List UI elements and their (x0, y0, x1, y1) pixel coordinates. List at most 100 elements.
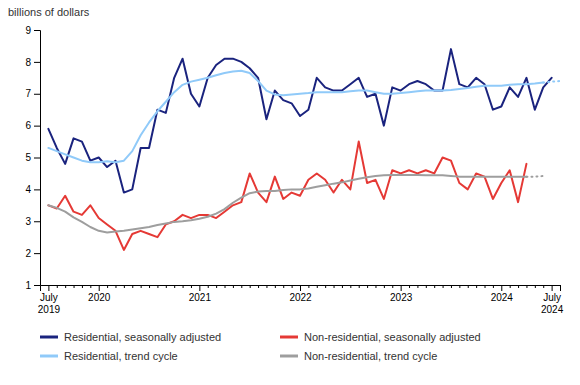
y-tick-label: 8 (25, 57, 31, 68)
x-minor-tick-mark (233, 285, 234, 288)
x-minor-tick-mark (325, 285, 326, 288)
y-tick-mark (34, 30, 40, 31)
x-minor-tick-mark (510, 285, 511, 288)
x-tick (233, 285, 234, 288)
x-minor-tick-mark (166, 285, 167, 288)
legend-swatch (280, 355, 298, 358)
x-tick (191, 285, 192, 288)
x-tick-label: July2024 (541, 292, 564, 315)
x-tick (535, 285, 536, 288)
x-tick-label: July2019 (38, 292, 61, 315)
y-axis-label: billions of dollars (8, 6, 90, 18)
x-tick: 2020 (88, 285, 111, 303)
y-tick-mark (34, 253, 40, 254)
x-tick (208, 285, 209, 288)
x-minor-tick-mark (342, 285, 343, 288)
x-minor-tick-mark (459, 285, 460, 288)
x-minor-tick-mark (174, 285, 175, 288)
x-minor-tick-mark (292, 285, 293, 288)
x-minor-tick-mark (359, 285, 360, 288)
legend-item: Residential, seasonally adjusted (40, 331, 221, 343)
x-tick (493, 285, 494, 288)
x-minor-tick-mark (266, 285, 267, 288)
x-tick (74, 285, 75, 288)
x-minor-tick-mark (132, 285, 133, 288)
y-tick: 4 (25, 184, 40, 195)
x-minor-tick-mark (90, 285, 91, 288)
x-tick-label: 2023 (390, 292, 413, 303)
y-tick: 7 (25, 88, 40, 99)
x-tick (166, 285, 167, 288)
x-tick (510, 285, 511, 288)
x-tick (225, 285, 226, 288)
y-tick-mark (34, 189, 40, 190)
x-tick (90, 285, 91, 288)
x-minor-tick-mark (149, 285, 150, 288)
x-minor-tick-mark (443, 285, 444, 288)
x-tick (183, 285, 184, 288)
y-tick-label: 1 (25, 280, 31, 291)
x-minor-tick-mark (241, 285, 242, 288)
x-tick-mark (48, 285, 49, 291)
y-tick-label: 9 (25, 25, 31, 36)
y-tick-mark (34, 221, 40, 222)
x-tick (384, 285, 385, 288)
x-tick (266, 285, 267, 288)
x-tick (560, 285, 561, 288)
x-tick-mark (501, 285, 502, 291)
x-minor-tick-mark (275, 285, 276, 288)
y-tick: 1 (25, 280, 40, 291)
x-minor-tick-mark (308, 285, 309, 288)
x-minor-tick-mark (82, 285, 83, 288)
x-minor-tick-mark (526, 285, 527, 288)
legend-swatch (280, 336, 298, 339)
x-tick (132, 285, 133, 288)
x-minor-tick-mark (384, 285, 385, 288)
x-tick (283, 285, 284, 288)
x-minor-tick-mark (141, 285, 142, 288)
x-tick (367, 285, 368, 288)
x-tick (241, 285, 242, 288)
y-tick-label: 3 (25, 216, 31, 227)
x-tick: 2023 (390, 285, 413, 303)
x-minor-tick-mark (518, 285, 519, 288)
x-minor-tick-mark (216, 285, 217, 288)
x-tick-mark (300, 285, 301, 291)
x-tick (107, 285, 108, 288)
legend-item: Non-residential, trend cycle (280, 350, 437, 362)
x-minor-tick-mark (74, 285, 75, 288)
x-tick (317, 285, 318, 288)
y-tick: 6 (25, 120, 40, 131)
x-minor-tick-mark (334, 285, 335, 288)
y-tick: 9 (25, 25, 40, 36)
x-minor-tick-mark (57, 285, 58, 288)
x-minor-tick-mark (65, 285, 66, 288)
x-minor-tick-mark (225, 285, 226, 288)
series-line (48, 142, 526, 250)
x-minor-tick-mark (426, 285, 427, 288)
y-tick: 8 (25, 57, 40, 68)
x-tick: July2019 (38, 285, 61, 315)
legend: Residential, seasonally adjustedResident… (40, 331, 481, 362)
x-tick (392, 285, 393, 288)
y-tick: 5 (25, 152, 40, 163)
x-tick (526, 285, 527, 288)
y-tick-mark (34, 285, 40, 286)
x-tick (308, 285, 309, 288)
y-tick-label: 5 (25, 152, 31, 163)
x-tick (468, 285, 469, 288)
x-minor-tick-mark (157, 285, 158, 288)
x-axis-line (41, 286, 561, 292)
x-minor-tick-mark (375, 285, 376, 288)
x-tick (334, 285, 335, 288)
x-tick (82, 285, 83, 288)
legend-swatch (40, 336, 58, 339)
x-tick-label: 2022 (289, 292, 312, 303)
legend-item: Non-residential, seasonally adjusted (280, 331, 481, 343)
x-tick (157, 285, 158, 288)
x-tick (409, 285, 410, 288)
y-tick-label: 7 (25, 88, 31, 99)
x-tick-mark (401, 285, 402, 291)
x-tick (518, 285, 519, 288)
x-tick (250, 285, 251, 288)
